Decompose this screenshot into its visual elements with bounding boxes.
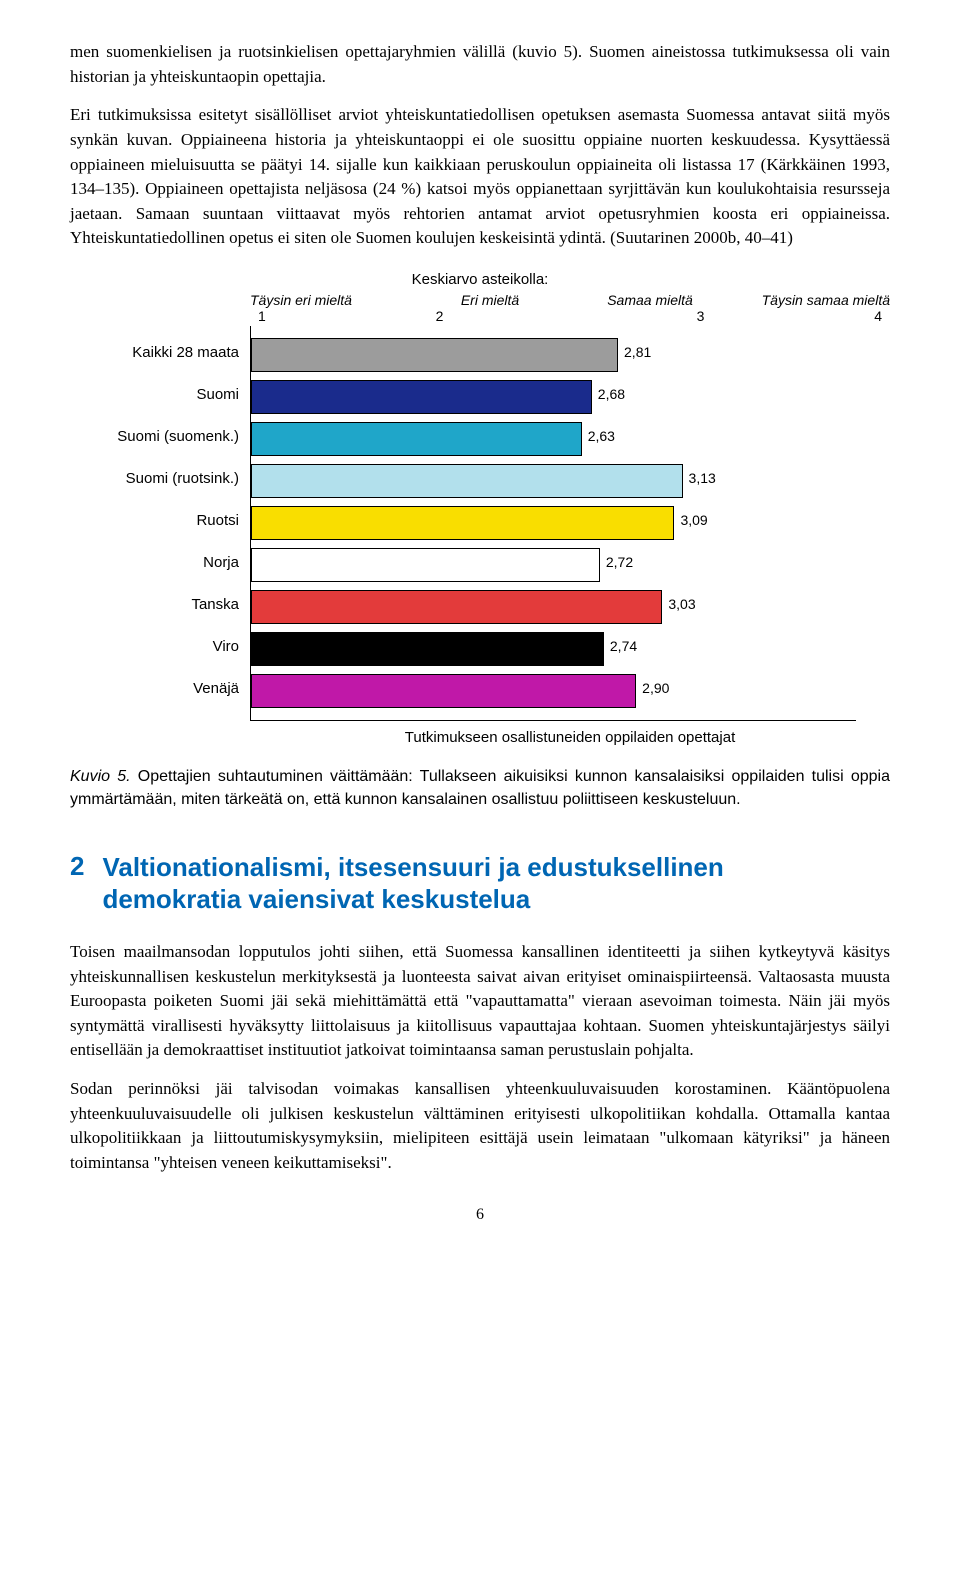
chart-ticks: 1 2 3 4 (250, 308, 890, 324)
chart-plot-area: Kaikki 28 maata2,81 Suomi2,68 Suomi (suome… (250, 326, 856, 721)
bar-row: Suomi2,68 (251, 378, 856, 414)
chart-title: Keskiarvo asteikolla: (70, 271, 890, 288)
section-title-line2: demokratia vaiensivat keskustelua (102, 884, 530, 914)
section-title-line1: Valtionationalismi, itsesensuuri ja edus… (102, 852, 723, 882)
bar (251, 464, 683, 498)
bar-row: Venäjä2,90 (251, 672, 856, 708)
bar-row: Suomi (ruotsink.)3,13 (251, 462, 856, 498)
bar (251, 506, 674, 540)
figure-label: Kuvio 5. (70, 768, 131, 785)
scale-label-4: Täysin samaa mieltä (730, 292, 890, 308)
bar-row: Norja2,72 (251, 546, 856, 582)
figure-caption-text: Opettajien suhtautuminen väittämään: Tul… (70, 768, 890, 807)
chart-scale-labels: Täysin eri mieltä Eri mieltä Samaa mielt… (250, 292, 890, 308)
bar-row: Kaikki 28 maata2,81 (251, 336, 856, 372)
figure-caption: Kuvio 5. Opettajien suhtautuminen väittä… (70, 766, 890, 811)
tick-3: 3 (570, 308, 761, 324)
bar-value-label: 2,63 (588, 428, 615, 444)
bar-category-label: Venäjä (69, 680, 239, 697)
chart-kuvio5: Keskiarvo asteikolla: Täysin eri mieltä … (70, 271, 890, 746)
bar (251, 674, 636, 708)
chart-bottom-caption: Tutkimukseen osallistuneiden oppilaiden … (250, 729, 890, 746)
scale-label-2: Eri mieltä (410, 292, 570, 308)
section-title: Valtionationalismi, itsesensuuri ja edus… (102, 851, 723, 916)
tick-2: 2 (379, 308, 570, 324)
bar (251, 632, 604, 666)
bar-category-label: Suomi (69, 386, 239, 403)
paragraph-4: Sodan perinnöksi jäi talvisodan voimakas… (70, 1077, 890, 1176)
page-number: 6 (70, 1206, 890, 1224)
bar-value-label: 2,81 (624, 344, 651, 360)
bar (251, 590, 662, 624)
bar-row: Tanska3,03 (251, 588, 856, 624)
bar-value-label: 2,90 (642, 680, 669, 696)
bar-value-label: 2,74 (610, 638, 637, 654)
bar-value-label: 2,68 (598, 386, 625, 402)
bar (251, 338, 618, 372)
bar-row: Viro2,74 (251, 630, 856, 666)
section-heading: 2 Valtionationalismi, itsesensuuri ja ed… (70, 851, 890, 916)
bar-row: Ruotsi3,09 (251, 504, 856, 540)
bar (251, 380, 592, 414)
bar-category-label: Tanska (69, 596, 239, 613)
bar-category-label: Viro (69, 638, 239, 655)
tick-4: 4 (761, 308, 890, 324)
paragraph-2: Eri tutkimuksissa esitetyt sisällölliset… (70, 103, 890, 251)
section-number: 2 (70, 851, 84, 882)
bar-category-label: Ruotsi (69, 512, 239, 529)
bar-category-label: Suomi (ruotsink.) (69, 470, 239, 487)
paragraph-3: Toisen maailmansodan lopputulos johti si… (70, 940, 890, 1063)
tick-1: 1 (250, 308, 379, 324)
page: men suomenkielisen ja ruotsinkielisen op… (0, 0, 960, 1254)
bar-value-label: 3,09 (680, 512, 707, 528)
bar-value-label: 2,72 (606, 554, 633, 570)
bar-category-label: Kaikki 28 maata (69, 344, 239, 361)
scale-label-3: Samaa mieltä (570, 292, 730, 308)
scale-label-1: Täysin eri mieltä (250, 292, 410, 308)
bar (251, 548, 600, 582)
bar-row: Suomi (suomenk.)2,63 (251, 420, 856, 456)
bar-category-label: Suomi (suomenk.) (69, 428, 239, 445)
bar-category-label: Norja (69, 554, 239, 571)
bar (251, 422, 582, 456)
bar-value-label: 3,13 (689, 470, 716, 486)
bar-value-label: 3,03 (668, 596, 695, 612)
paragraph-1: men suomenkielisen ja ruotsinkielisen op… (70, 40, 890, 89)
